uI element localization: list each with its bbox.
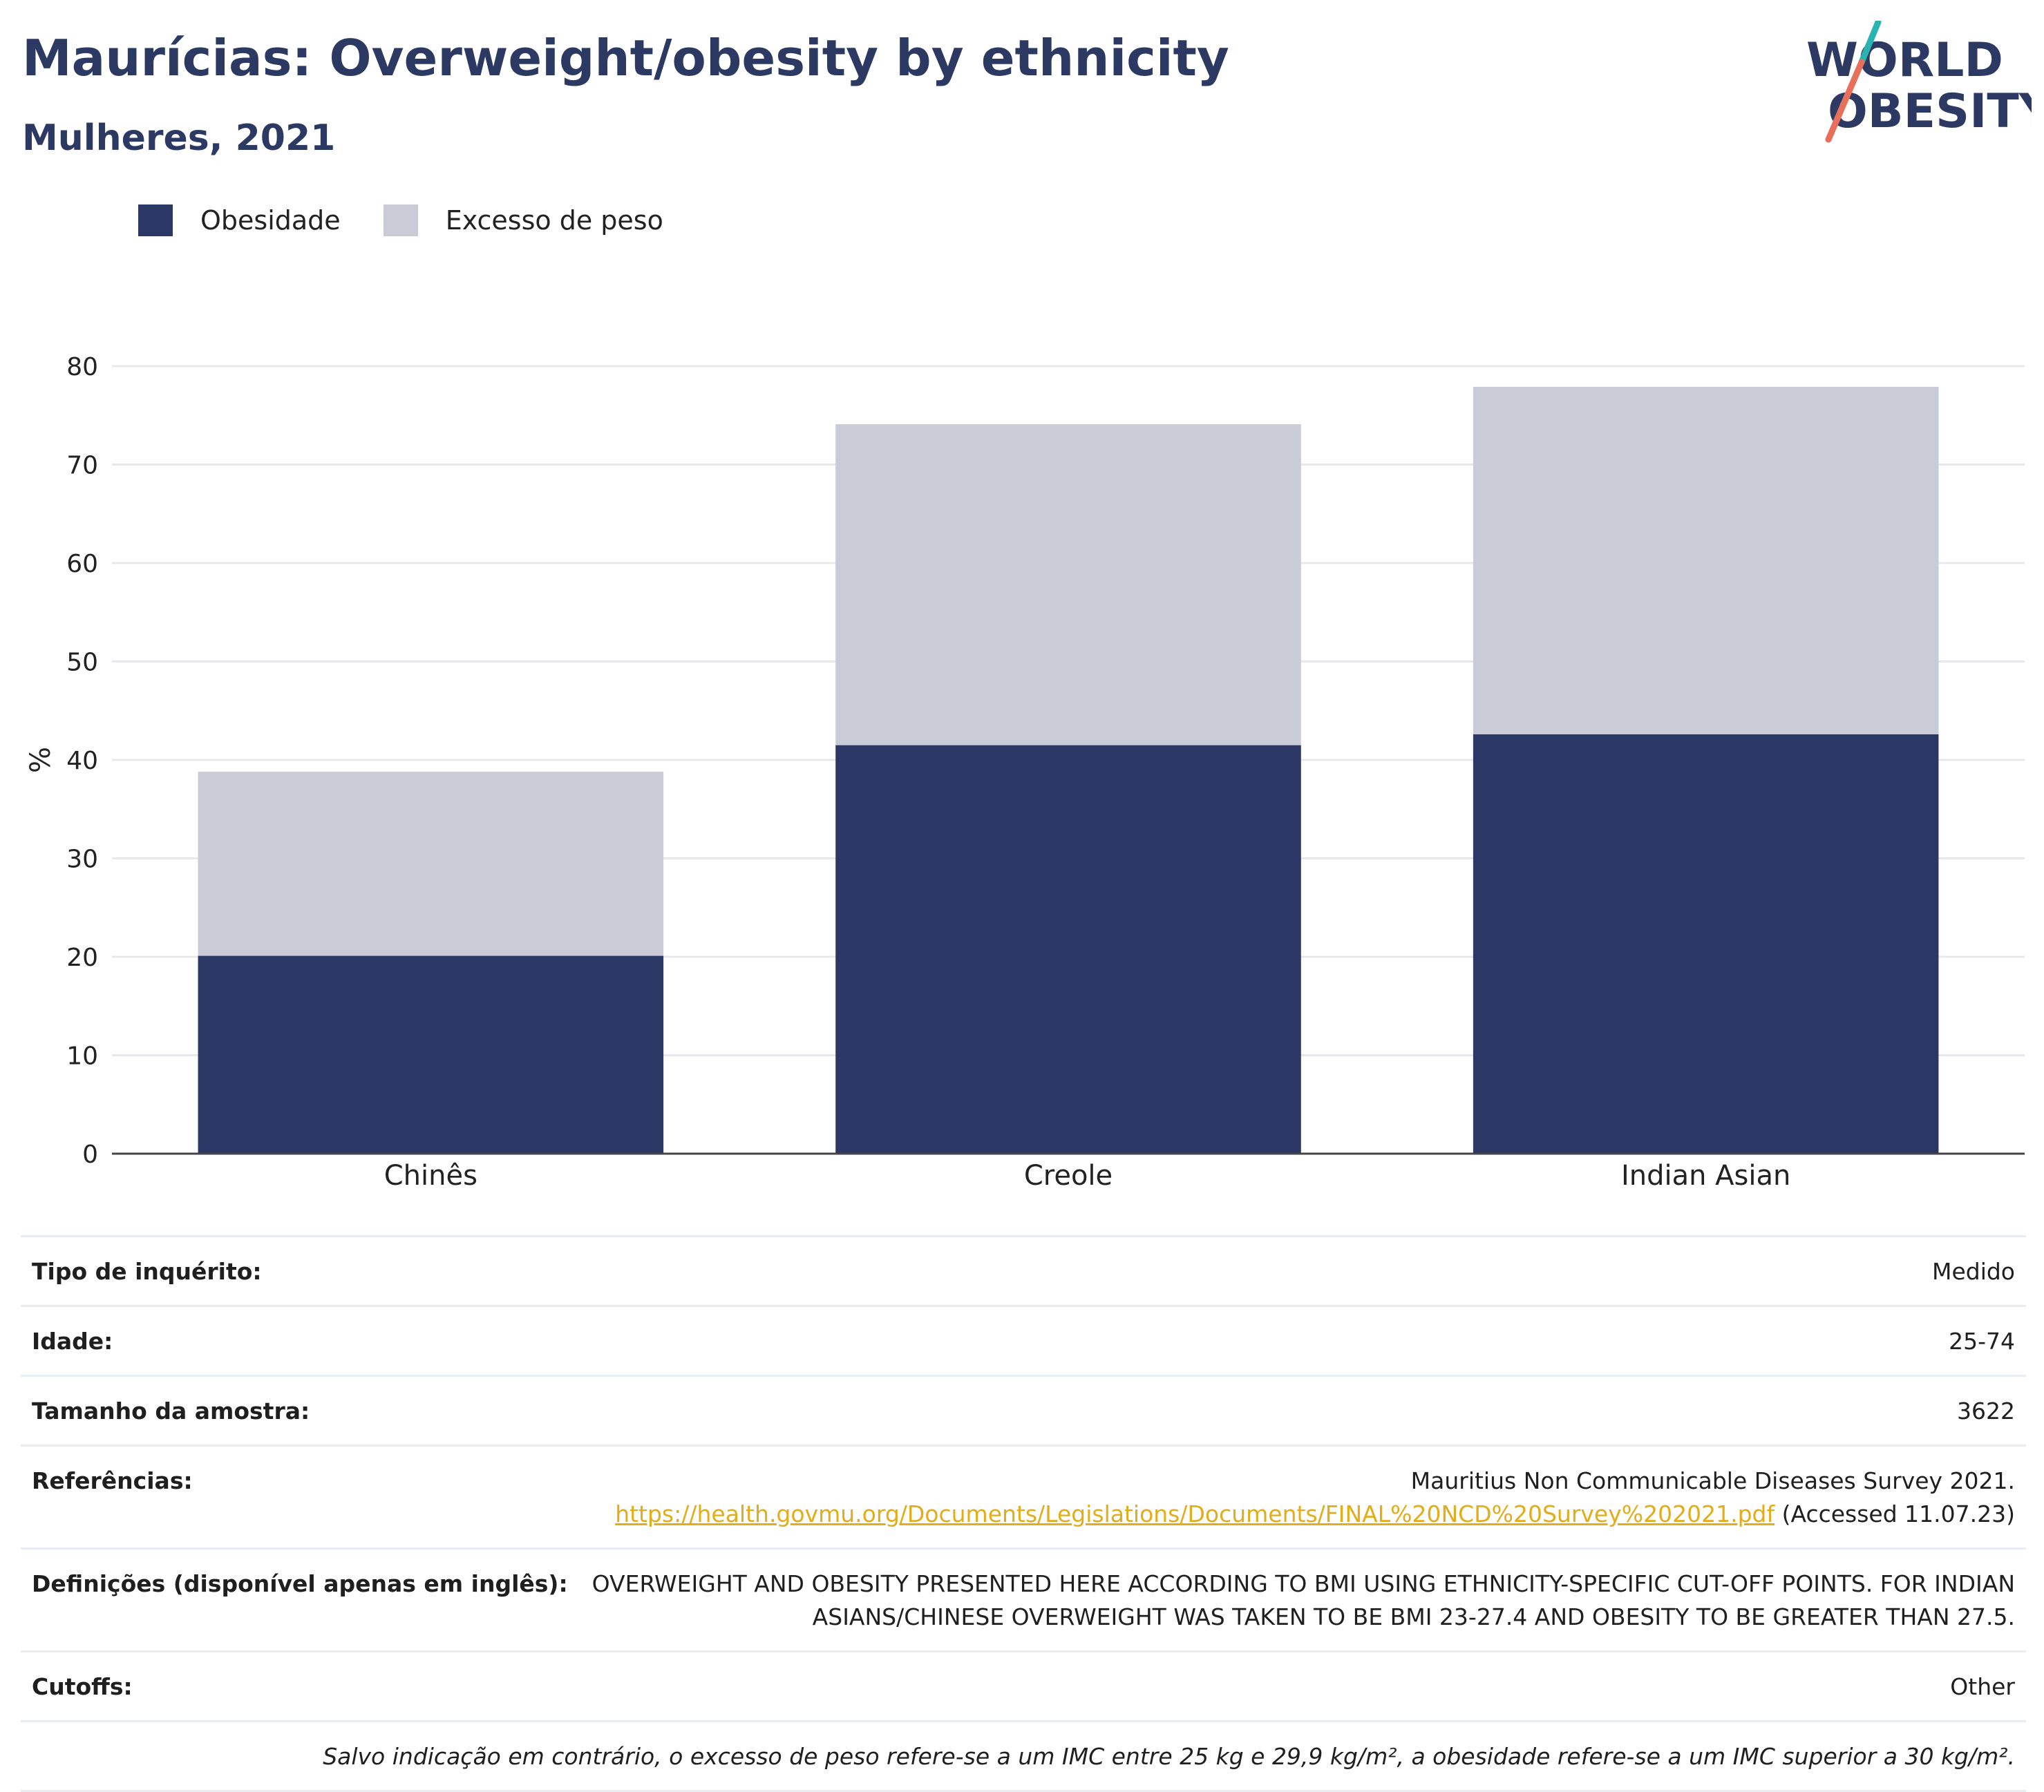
survey-info-table: Tipo de inquérito: Medido Idade: 25-74 T… <box>21 1235 2026 1792</box>
y-tick-label: 50 <box>66 649 98 677</box>
legend-label-excesso-de-peso: Excesso de peso <box>445 205 663 236</box>
legend-item-obesidade[interactable]: Obesidade <box>138 204 341 236</box>
legend-item-excesso-de-peso[interactable]: Excesso de peso <box>383 204 663 236</box>
reference-link[interactable]: https://health.govmu.org/Documents/Legis… <box>615 1500 1775 1527</box>
info-row-sample-size: Tamanho da amostra: 3622 <box>21 1375 2026 1446</box>
legend-swatch-excesso-de-peso <box>383 204 418 236</box>
logo-line1: WORLD <box>1806 33 2003 88</box>
info-row-cutoffs: Cutoffs: Other <box>21 1650 2026 1722</box>
bar-excesso-de-peso <box>198 772 664 956</box>
reference-text: Mauritius Non Communicable Diseases Surv… <box>1410 1467 2015 1494</box>
stacked-bar-chart: 0 10 20 30 40 50 60 70 80% Chinês Creole Indian Asi… <box>25 353 2025 1192</box>
info-label: Idade: <box>21 1305 579 1376</box>
chart-title: Maurícias: Overweight/obesity by ethnici… <box>22 29 1229 87</box>
definition-line: OVERWEIGHT AND OBESITY PRESENTED HERE AC… <box>592 1570 2015 1597</box>
chart-legend: Obesidade Excesso de peso <box>138 204 706 236</box>
y-tick-label: 80 <box>66 353 98 381</box>
y-axis-label: % <box>25 747 57 773</box>
y-tick-label: 30 <box>66 846 98 874</box>
y-tick-label: 40 <box>66 747 98 775</box>
x-tick-label: Indian Asian <box>1621 1160 1790 1192</box>
y-tick-label: 70 <box>66 452 98 480</box>
bar-excesso-de-peso <box>1473 386 1939 734</box>
footnote: Salvo indicação em contrário, o excesso … <box>21 1720 2026 1792</box>
info-value: 25-74 <box>578 1305 2026 1376</box>
bar-obesidade <box>835 745 1301 1154</box>
info-row-references: Referências: Mauritius Non Communicable … <box>21 1445 2026 1549</box>
info-row-definitions: Definições (disponível apenas em inglês)… <box>21 1547 2026 1652</box>
bar-excesso-de-peso <box>835 424 1301 745</box>
chart-subtitle: Mulheres, 2021 <box>22 117 336 159</box>
bar-obesidade <box>1473 734 1939 1154</box>
info-label: Referências: <box>21 1445 579 1549</box>
y-tick-label: 20 <box>66 944 98 972</box>
info-label: Tamanho da amostra: <box>21 1375 579 1446</box>
info-value: 3622 <box>578 1375 2026 1446</box>
info-value: OVERWEIGHT AND OBESITY PRESENTED HERE AC… <box>578 1547 2026 1652</box>
info-value: Mauritius Non Communicable Diseases Surv… <box>578 1445 2026 1549</box>
world-obesity-logo: WORLD OBESITY <box>1806 21 2032 143</box>
info-label: Cutoffs: <box>21 1650 579 1722</box>
reference-accessed: (Accessed 11.07.23) <box>1775 1500 2015 1527</box>
info-row-footnote: Salvo indicação em contrário, o excesso … <box>21 1720 2026 1792</box>
info-label: Tipo de inquérito: <box>21 1235 579 1306</box>
logo-line2: OBESITY <box>1828 84 2032 139</box>
bar-obesidade <box>198 955 664 1154</box>
legend-label-obesidade: Obesidade <box>200 205 341 236</box>
info-value: Medido <box>578 1235 2026 1306</box>
x-tick-label: Chinês <box>384 1160 477 1192</box>
info-value: Other <box>578 1650 2026 1722</box>
y-tick-label: 60 <box>66 550 98 578</box>
y-tick-label: 0 <box>82 1141 98 1169</box>
info-label: Definições (disponível apenas em inglês)… <box>21 1547 579 1652</box>
y-tick-label: 10 <box>66 1042 98 1071</box>
info-row-survey-type: Tipo de inquérito: Medido <box>21 1235 2026 1306</box>
info-row-age: Idade: 25-74 <box>21 1305 2026 1376</box>
x-tick-label: Creole <box>1024 1160 1113 1192</box>
legend-swatch-obesidade <box>138 204 173 236</box>
definition-line: ASIANS/CHINESE OVERWEIGHT WAS TAKEN TO B… <box>812 1603 2015 1630</box>
